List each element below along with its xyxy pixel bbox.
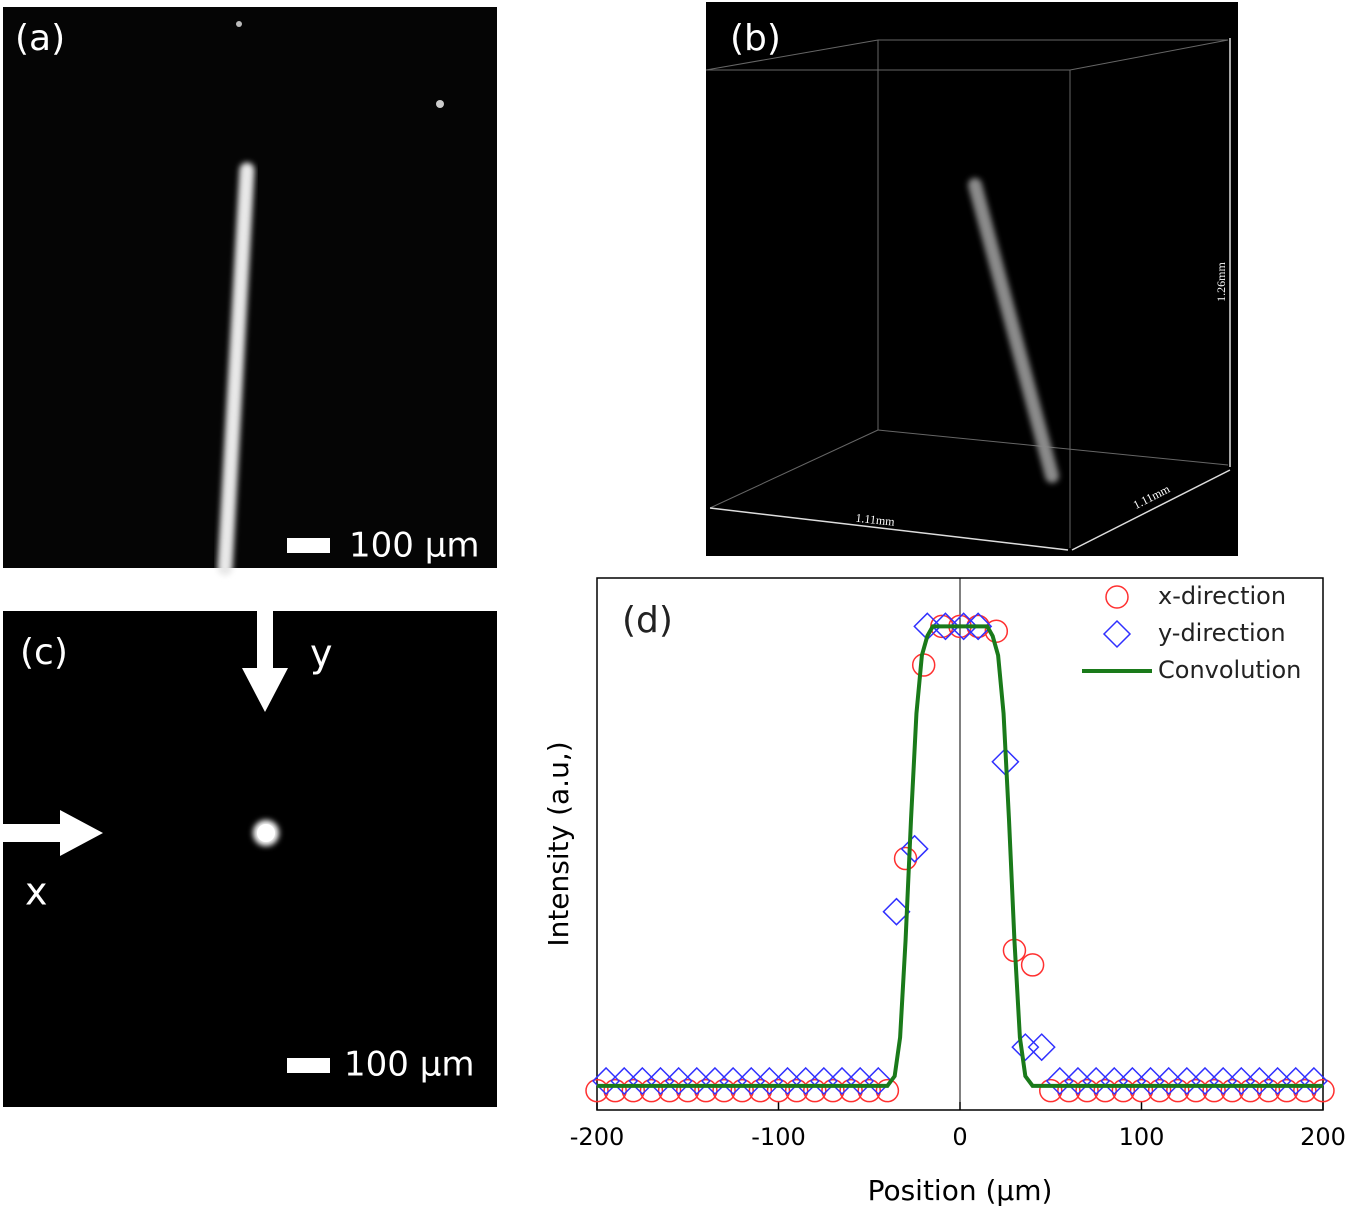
arrow-label: y	[310, 632, 333, 676]
fiber	[217, 162, 255, 576]
x-tick-label: 0	[952, 1123, 967, 1151]
data-point	[1166, 1078, 1190, 1103]
data-point	[1147, 1078, 1172, 1103]
data-point	[875, 1078, 900, 1103]
panel-label: (d)	[622, 600, 673, 641]
arrow-y	[242, 611, 288, 712]
data-point	[712, 1078, 736, 1103]
panel-label: (b)	[730, 18, 781, 59]
dimension-label: 1.26mm	[1214, 262, 1228, 302]
data-point	[1299, 1066, 1328, 1096]
data-point	[1093, 1078, 1117, 1103]
data-point	[1274, 1078, 1299, 1103]
data-point	[1311, 1078, 1335, 1103]
data-point	[784, 1078, 809, 1103]
data-point	[1202, 1078, 1226, 1103]
fiber-3d	[968, 178, 1059, 483]
scale-text: 100 μm	[349, 526, 479, 566]
data-point	[1256, 1078, 1281, 1103]
data-point	[621, 1078, 646, 1103]
data-point	[864, 1066, 893, 1096]
dimension-lines	[709, 38, 1231, 551]
convolution-line	[597, 624, 1323, 1088]
data-point	[893, 846, 918, 871]
data-point	[1020, 953, 1045, 977]
scale-bar	[287, 1058, 330, 1073]
data-point	[1293, 1078, 1317, 1103]
panel-b	[706, 2, 1238, 556]
data-point	[1220, 1078, 1244, 1103]
data-point	[1027, 1033, 1056, 1062]
data-point	[821, 1078, 845, 1103]
data-point	[803, 1078, 827, 1103]
panel-c	[3, 611, 497, 1107]
data-point	[1129, 1078, 1154, 1103]
legend-label: x-direction	[1158, 582, 1286, 610]
x-tick-label: 200	[1300, 1123, 1346, 1151]
chart: (d) -200 -100 0 100 200 Position (μm) Intensity…	[542, 578, 1346, 1207]
data-point	[603, 1078, 627, 1103]
panel-a	[3, 7, 497, 568]
data-point	[839, 1078, 863, 1103]
data-point	[1039, 1078, 1063, 1103]
data-point	[1238, 1078, 1263, 1103]
legend-label: y-direction	[1158, 619, 1286, 647]
data-point	[900, 834, 929, 863]
panel-label: (a)	[15, 18, 65, 59]
panel-label: (c)	[20, 632, 68, 673]
box-edges	[705, 39, 1229, 548]
data-point	[1057, 1078, 1081, 1103]
y-axis-label: Intensity (a.u,)	[542, 741, 575, 946]
data-point	[1111, 1078, 1136, 1103]
fiber-section-core	[257, 824, 275, 842]
data-point	[748, 1078, 773, 1103]
x-tick-label: -200	[570, 1123, 624, 1151]
data-point	[676, 1078, 700, 1103]
scale-bar	[287, 538, 330, 553]
data-point	[1075, 1078, 1099, 1103]
legend-label: Convolution	[1158, 656, 1301, 684]
data-point	[949, 612, 978, 641]
dimension-label: 1.11mm	[855, 511, 896, 529]
data-point	[1184, 1078, 1208, 1103]
legend-swatch	[1102, 619, 1132, 649]
data-point	[694, 1078, 718, 1103]
data-point	[639, 1078, 664, 1103]
data-point	[857, 1078, 881, 1103]
x-axis-label: Position (μm)	[868, 1174, 1053, 1207]
data-point	[964, 612, 993, 641]
x-tick-label: 100	[1119, 1123, 1165, 1151]
data-point	[766, 1078, 791, 1103]
x-tick-label: -100	[751, 1123, 805, 1151]
data-point	[585, 1078, 609, 1103]
speck	[236, 21, 242, 27]
speck	[436, 100, 444, 108]
scale-text: 100 μm	[344, 1045, 474, 1085]
data-point	[730, 1078, 754, 1103]
arrow-label: x	[25, 870, 48, 914]
legend-swatch	[1105, 585, 1129, 609]
data-point	[657, 1078, 682, 1103]
arrow-x	[3, 810, 103, 856]
